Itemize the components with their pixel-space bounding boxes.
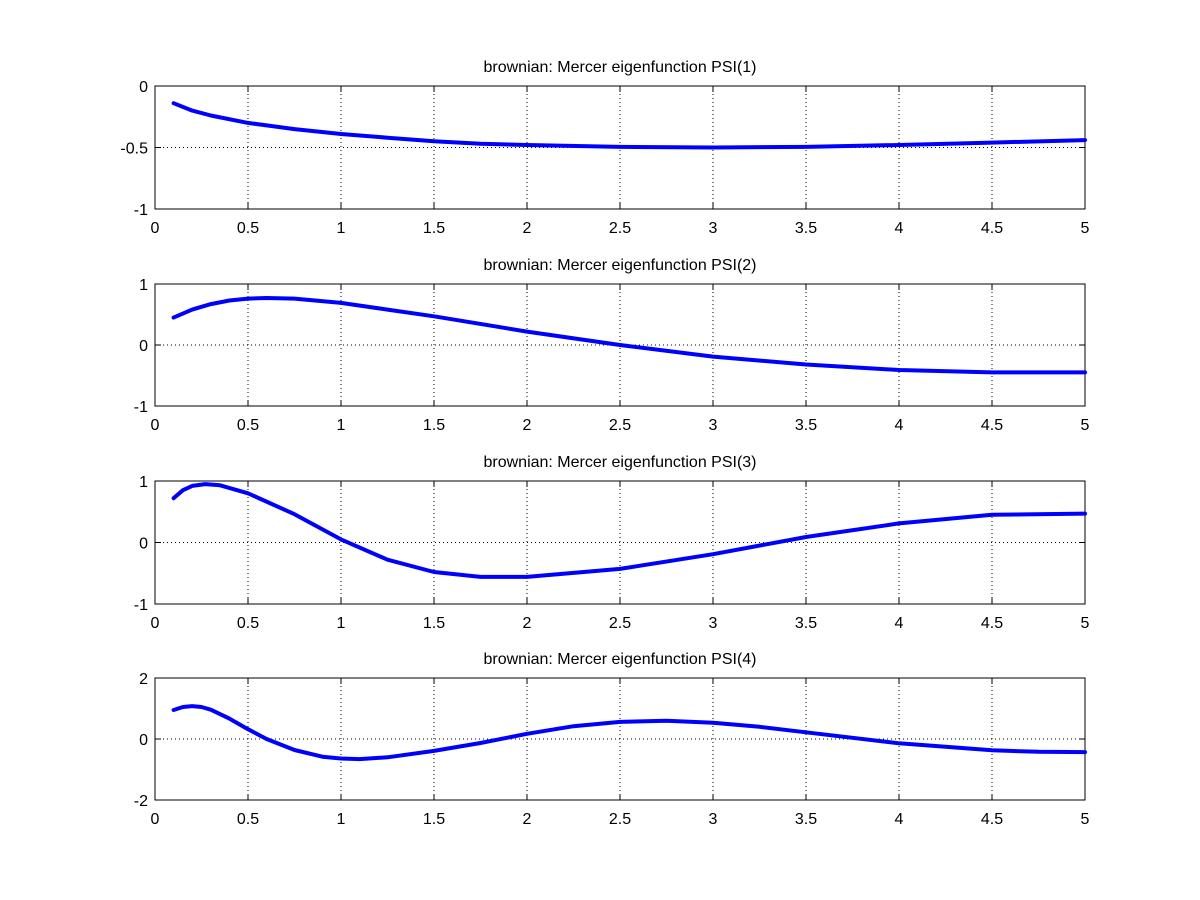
x-tick-label: 2.5 bbox=[609, 417, 631, 434]
x-tick-label: 1 bbox=[337, 811, 346, 828]
x-tick-label: 3 bbox=[709, 220, 718, 237]
x-tick-label: 5 bbox=[1081, 615, 1090, 632]
x-tick-label: 2 bbox=[523, 417, 532, 434]
x-tick-label: 4.5 bbox=[981, 615, 1003, 632]
x-tick-label: 1 bbox=[337, 417, 346, 434]
y-tick-label: -1 bbox=[134, 399, 148, 416]
x-tick-label: 0.5 bbox=[237, 417, 259, 434]
panel-title: brownian: Mercer eigenfunction PSI(1) bbox=[483, 59, 756, 76]
x-tick-label: 0 bbox=[151, 417, 160, 434]
y-tick-label: 1 bbox=[139, 474, 148, 491]
x-tick-label: 0 bbox=[151, 220, 160, 237]
x-tick-label: 4.5 bbox=[981, 811, 1003, 828]
y-tick-label: 0 bbox=[139, 338, 148, 355]
x-tick-label: 0.5 bbox=[237, 811, 259, 828]
subplot-panels: 0 0.5 1 1.5 2 2.5 3 3.5 4 4.5 5 -1 -0.5 0 brownian: Me… bbox=[120, 59, 1089, 828]
x-tick-label: 2.5 bbox=[609, 811, 631, 828]
series-line bbox=[171, 296, 1087, 375]
x-tick-label: 0 bbox=[151, 811, 160, 828]
x-tick-label: 0.5 bbox=[237, 220, 259, 237]
y-tick-label: 1 bbox=[139, 277, 148, 294]
y-tick-label: -1 bbox=[134, 202, 148, 219]
x-tick-label: 5 bbox=[1081, 811, 1090, 828]
x-tick-label: 4.5 bbox=[981, 220, 1003, 237]
subplot-1: 0 0.5 1 1.5 2 2.5 3 3.5 4 4.5 5 -1 -0.5 0 brownian: Me… bbox=[120, 59, 1089, 237]
x-tick-label: 4 bbox=[895, 220, 904, 237]
x-tick-label: 2 bbox=[523, 220, 532, 237]
x-tick-label: 3 bbox=[709, 615, 718, 632]
x-tick-label: 1.5 bbox=[423, 220, 445, 237]
x-tick-label: 2.5 bbox=[609, 615, 631, 632]
panel-title: brownian: Mercer eigenfunction PSI(2) bbox=[483, 257, 756, 274]
x-tick-label: 3 bbox=[709, 417, 718, 434]
x-tick-label: 1 bbox=[337, 615, 346, 632]
x-tick-label: 1.5 bbox=[423, 615, 445, 632]
x-tick-label: 3.5 bbox=[795, 417, 817, 434]
x-tick-label: 1 bbox=[337, 220, 346, 237]
x-tick-label: 2 bbox=[523, 811, 532, 828]
x-tick-label: 5 bbox=[1081, 220, 1090, 237]
x-tick-label: 3 bbox=[709, 811, 718, 828]
x-tick-label: 5 bbox=[1081, 417, 1090, 434]
y-tick-label: 0 bbox=[139, 536, 148, 553]
x-tick-label: 0.5 bbox=[237, 615, 259, 632]
y-tick-label: -0.5 bbox=[120, 141, 148, 158]
y-tick-label: 0 bbox=[139, 732, 148, 749]
y-tick-label: 0 bbox=[139, 79, 148, 96]
series-line bbox=[171, 101, 1087, 150]
x-tick-label: 2 bbox=[523, 615, 532, 632]
panel-title: brownian: Mercer eigenfunction PSI(4) bbox=[483, 651, 756, 668]
y-tick-label: -2 bbox=[134, 793, 148, 810]
y-tick-label: 2 bbox=[139, 671, 148, 688]
x-tick-label: 4 bbox=[895, 615, 904, 632]
x-tick-label: 1.5 bbox=[423, 417, 445, 434]
series-line bbox=[171, 482, 1087, 579]
x-tick-label: 3.5 bbox=[795, 811, 817, 828]
x-tick-label: 4.5 bbox=[981, 417, 1003, 434]
panel-title: brownian: Mercer eigenfunction PSI(3) bbox=[483, 454, 756, 471]
x-tick-label: 4 bbox=[895, 811, 904, 828]
x-tick-label: 0 bbox=[151, 615, 160, 632]
series-line bbox=[171, 704, 1087, 762]
y-tick-label: -1 bbox=[134, 597, 148, 614]
x-tick-label: 3.5 bbox=[795, 220, 817, 237]
x-tick-label: 2.5 bbox=[609, 220, 631, 237]
x-tick-label: 4 bbox=[895, 417, 904, 434]
x-tick-label: 1.5 bbox=[423, 811, 445, 828]
x-tick-label: 3.5 bbox=[795, 615, 817, 632]
